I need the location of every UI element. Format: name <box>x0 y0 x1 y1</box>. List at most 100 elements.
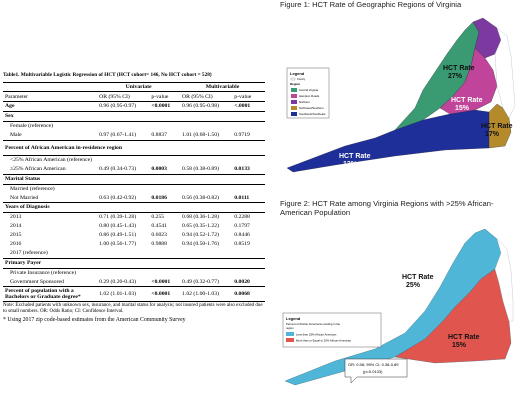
bay <box>494 238 514 322</box>
row-label: 2017 (reference) <box>10 249 48 256</box>
fig2-legend-title: Legend <box>286 316 301 321</box>
header-multivariable: Multivariable <box>180 81 265 92</box>
row-label: Married (reference) <box>10 185 55 192</box>
table-row: Years of Diagnosis <box>3 202 265 214</box>
fig2-legend-swatch-2 <box>286 338 294 342</box>
cell-or1: 0.63 (0.42-0.92) <box>99 194 137 201</box>
fig2-label-red-line2: 15% <box>452 342 467 349</box>
fig1-legend: Legend County Region Central Virginia Ham… <box>286 67 330 119</box>
table-row: Percent of population with a Bachelors o… <box>3 286 265 303</box>
table-row: Not Married 0.63 (0.42-0.92) 0.0186 0.56 (0… <box>3 193 265 202</box>
regression-table: Univariate Multivariable Parameter OR (9… <box>3 81 265 303</box>
row-label: Percent of African American in-residence… <box>3 139 265 156</box>
header-univariate: Univariate <box>97 81 181 92</box>
cell-or1: 0.49 (0.34-0.73) <box>99 165 137 172</box>
fig2-legend: Legend Percent of African Americans resi… <box>282 312 382 348</box>
table-row: 2016 1.00 (0.56-1.77) 0.9888 0.94 (0.50-1.7… <box>3 240 265 249</box>
cell-p2: 0.0020 <box>234 278 250 285</box>
cell-p1: <0.0001 <box>149 101 181 113</box>
row-label: Not Married <box>10 194 39 201</box>
cell-p2: 0.1797 <box>234 223 250 230</box>
chesapeake-bay <box>494 27 516 119</box>
fig1-label-1-line2: 27% <box>448 73 463 80</box>
cell-p2: 0.8446 <box>234 232 250 239</box>
cell-p2: 0.8519 <box>234 241 250 247</box>
fig1-label-5: HCT Rate 13% <box>339 153 371 168</box>
cell-p1: 0.6023 <box>151 232 167 239</box>
fig1-label-5-line2: 13% <box>343 161 358 168</box>
fig1-legend-swatch <box>291 88 297 92</box>
fig1-legend-item: Southwest/Southeast <box>299 112 326 116</box>
row-label: Percent of population with a Bachelors o… <box>3 286 98 303</box>
fig2-legend-item-2: More than or Equal to 25% African Americ… <box>296 339 351 343</box>
region-northwest <box>439 47 498 115</box>
cell-or2: 0.65 (0.35-1.22) <box>182 223 220 230</box>
fig2-label-red-line1: HCT Rate <box>448 334 480 341</box>
row-label: 2016 <box>10 241 22 247</box>
cell-p1: 0.4541 <box>151 223 167 230</box>
region-southwest <box>286 109 490 173</box>
row-label: Years of Diagnosis <box>3 202 265 214</box>
table-row: Marital Status <box>3 173 265 185</box>
cell-p1: 0.0003 <box>151 165 167 172</box>
header-or2: OR (95% CI) <box>180 91 233 103</box>
row-label: Age <box>3 101 98 113</box>
cell-p2: 0.0133 <box>234 165 250 172</box>
table-row: Government Sponsored 0.29 (0.20-0.43) <0.0… <box>3 277 265 286</box>
cell-p2: 0.9719 <box>234 132 250 139</box>
header-or1: OR (95% CI) <box>97 91 150 103</box>
cell-or1: 0.71 (0.39-1.28) <box>99 214 137 221</box>
regression-table-block: Table1. Multivariable Logistic Regressio… <box>3 72 265 323</box>
row-label: 2013 <box>10 214 22 221</box>
header-blank <box>3 81 98 92</box>
table-row: Female (reference) <box>3 122 265 131</box>
cell-or2: 0.56 (0.38-0.82) <box>182 194 220 201</box>
cell-or1: 0.97 (0.67-1.41) <box>99 132 137 139</box>
cell-or1: 0.96 (0.95-0.97) <box>97 101 150 113</box>
fig1-label-1-line1: HCT Rate <box>443 65 475 72</box>
fig2-legend-item-1: Less than 25% African American <box>296 333 337 337</box>
table-row: Age 0.96 (0.95-0.97) <0.0001 0.96 (0.95-0.9… <box>3 101 265 113</box>
fig1-legend-counties: County <box>297 77 306 81</box>
fig1-label-3: HCT Rate 15% <box>451 97 483 112</box>
row-label: <25% African American (reference) <box>10 156 92 163</box>
fig1-legend-item: Hampton Roads <box>299 94 320 98</box>
fig1-label-3-line2: 15% <box>455 105 470 112</box>
row-label: Marital Status <box>3 173 265 185</box>
fig1-label-4: HCT Rate 17% <box>481 123 513 138</box>
fig1-label-5-line1: HCT Rate <box>339 153 371 160</box>
fig2-label-blue-line2: 25% <box>406 282 421 289</box>
cell-p1: 0.0186 <box>151 194 167 201</box>
fig1-label-2-line1: HCT Rate <box>367 103 399 110</box>
cell-p1: <0.0001 <box>149 286 181 303</box>
cell-p1: <0.0001 <box>151 278 171 285</box>
table-row: 2013 0.71 (0.39-1.28) 0.255 0.68 (0.36-1.28… <box>3 213 265 222</box>
fig1-legend-swatch <box>291 100 297 104</box>
cell-p1: 0.9888 <box>151 241 167 247</box>
table-footnote: * Using 2017 zip code-based estimates fr… <box>3 316 186 323</box>
table-row: 2017 (reference) <box>3 249 265 258</box>
fig2-callout-line2: (p=0.0133) <box>363 369 383 374</box>
cell-or2: 1.01 (0.68-1.50) <box>182 132 220 139</box>
table-row: Sex <box>3 111 265 123</box>
fig2-callout: OR: 0.58; 95% CI: 0.38-0.89 (p=0.0133) <box>344 358 408 384</box>
cell-p2: <.0001 <box>232 101 265 113</box>
fig2-label-blue-line1: HCT Rate <box>402 274 434 281</box>
row-label: Primary Payer <box>3 257 265 269</box>
cell-p2: 0.0068 <box>232 286 265 303</box>
fig1-legend-item: Northwest/Southern <box>299 106 324 110</box>
figure2-title: Figure 2: HCT Rate among Virginia Region… <box>280 199 494 217</box>
row-label: Female (reference) <box>10 123 54 130</box>
row-label: ≥25% African American <box>10 165 66 172</box>
row-label: 2015 <box>10 232 22 239</box>
fig1-label-4-line1: HCT Rate <box>481 123 513 130</box>
cell-or1: 0.80 (0.45-1.43) <box>99 223 137 230</box>
fig1-label-1: HCT Rate 27% <box>443 65 475 80</box>
row-label: Male <box>10 132 22 139</box>
cell-or2: 0.94 (0.52-1.72) <box>182 232 220 239</box>
table-row: Married (reference) <box>3 184 265 193</box>
table-row: Private Insurance (reference) <box>3 268 265 277</box>
row-label: Private Insurance (reference) <box>10 269 76 276</box>
cell-or1: 0.86 (0.49-1.51) <box>99 232 137 239</box>
table-caption: Table1. Multivariable Logistic Regressio… <box>3 72 212 78</box>
